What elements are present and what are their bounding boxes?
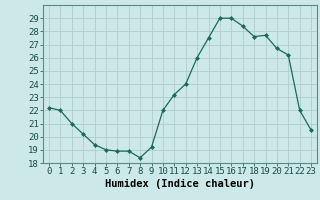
X-axis label: Humidex (Indice chaleur): Humidex (Indice chaleur): [105, 179, 255, 189]
